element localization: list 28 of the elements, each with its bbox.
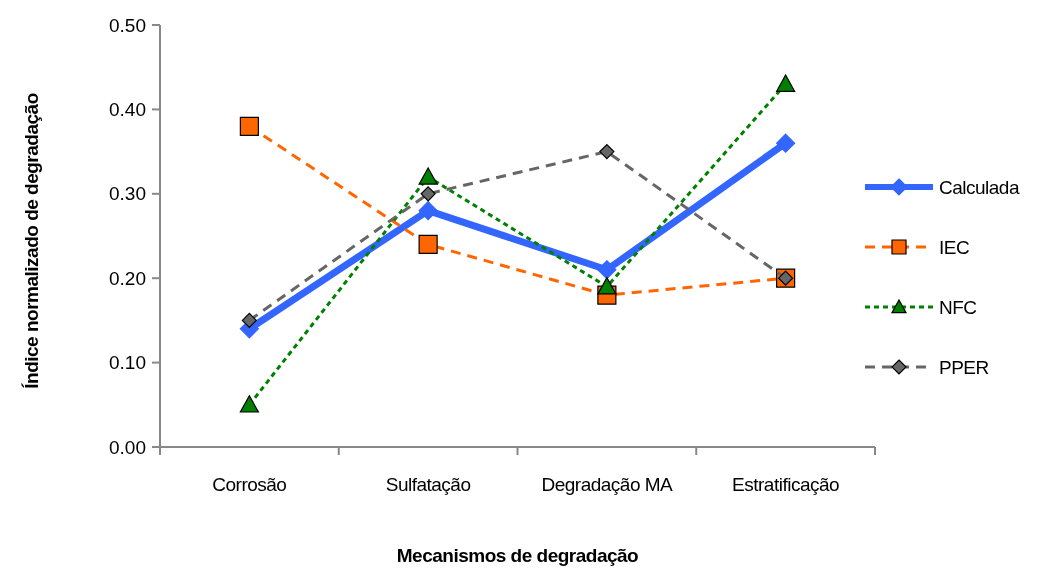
x-tick-label: Sulfatação xyxy=(385,474,471,495)
x-tick-label: Estratificação xyxy=(732,474,840,495)
point xyxy=(239,116,259,136)
y-axis-title: Índice normalizado de degradação xyxy=(21,93,42,389)
y-tick-label: 0.30 xyxy=(109,183,146,205)
point xyxy=(418,234,438,255)
y-tick-label: 0.20 xyxy=(109,267,146,289)
point xyxy=(776,133,796,153)
y-tick-label: 0.00 xyxy=(109,436,146,458)
point xyxy=(599,144,615,160)
point xyxy=(418,167,438,185)
point xyxy=(597,260,617,280)
legend-label: Calculada xyxy=(939,176,1020,198)
x-tick-label: Corrosão xyxy=(212,474,287,495)
x-tick-label: Degradação MA xyxy=(541,474,674,495)
legend-label: PPER xyxy=(939,356,989,378)
x-axis-title: Mecanismos de degradação xyxy=(396,545,639,566)
point xyxy=(239,395,259,413)
y-tick-label: 0.50 xyxy=(109,14,146,36)
point xyxy=(241,312,257,328)
legend-label: IEC xyxy=(939,236,970,258)
point xyxy=(597,277,617,295)
legend-label: NFC xyxy=(939,296,977,318)
point xyxy=(776,74,796,92)
y-tick-label: 0.40 xyxy=(109,99,146,121)
y-tick-label: 0.10 xyxy=(109,352,146,374)
point xyxy=(418,201,438,221)
point xyxy=(420,186,436,202)
